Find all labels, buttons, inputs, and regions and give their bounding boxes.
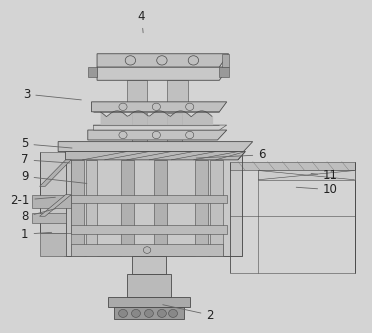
Polygon shape <box>97 67 229 80</box>
Text: 10: 10 <box>296 183 338 196</box>
Bar <box>71 160 84 256</box>
Bar <box>222 54 229 67</box>
Polygon shape <box>231 162 355 170</box>
Text: 6: 6 <box>196 149 266 162</box>
Circle shape <box>119 309 128 317</box>
Bar <box>132 256 166 274</box>
Polygon shape <box>97 54 229 67</box>
Bar <box>210 160 223 256</box>
Polygon shape <box>71 195 227 203</box>
Bar <box>154 160 167 256</box>
Bar <box>167 80 188 102</box>
Polygon shape <box>65 152 245 160</box>
Polygon shape <box>108 297 190 307</box>
Bar <box>127 80 147 102</box>
Bar <box>127 274 171 297</box>
Circle shape <box>157 309 166 317</box>
Bar <box>88 67 97 77</box>
Text: 3: 3 <box>23 88 81 101</box>
Polygon shape <box>93 125 227 130</box>
Text: 2: 2 <box>163 305 214 322</box>
Polygon shape <box>258 170 355 180</box>
Circle shape <box>169 309 177 317</box>
Polygon shape <box>32 213 65 223</box>
Text: 11: 11 <box>311 169 338 182</box>
Bar <box>121 160 134 256</box>
Text: 8: 8 <box>21 209 55 223</box>
Bar <box>167 114 182 142</box>
Polygon shape <box>71 224 227 234</box>
Polygon shape <box>92 102 227 112</box>
Text: 4: 4 <box>138 10 145 33</box>
Bar <box>132 114 147 142</box>
Polygon shape <box>64 143 241 256</box>
Circle shape <box>132 309 140 317</box>
Bar <box>219 67 229 77</box>
Polygon shape <box>58 142 253 152</box>
Text: 2-1: 2-1 <box>10 194 55 207</box>
Polygon shape <box>32 195 71 208</box>
Polygon shape <box>39 152 71 233</box>
Polygon shape <box>39 233 65 256</box>
Text: 7: 7 <box>21 154 70 166</box>
Polygon shape <box>88 130 227 140</box>
Polygon shape <box>71 244 223 256</box>
Polygon shape <box>114 307 184 319</box>
Bar <box>195 160 208 256</box>
Circle shape <box>144 309 153 317</box>
Text: 9: 9 <box>21 170 87 183</box>
Text: 1: 1 <box>21 228 52 241</box>
Polygon shape <box>39 160 71 186</box>
Bar <box>86 160 97 256</box>
Polygon shape <box>39 195 71 216</box>
Text: 5: 5 <box>21 138 72 151</box>
